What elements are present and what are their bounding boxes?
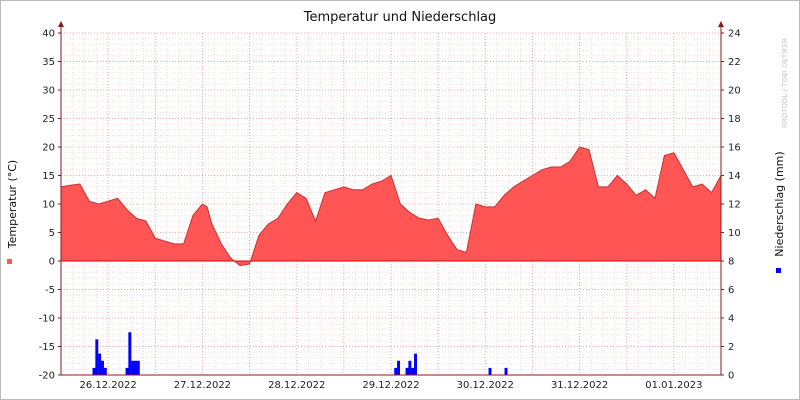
y-axis-right-label: Niederschlag (mm) xyxy=(773,151,786,256)
precip-bar xyxy=(95,339,99,375)
precip-bar xyxy=(408,360,412,375)
legend-precip-marker xyxy=(776,268,781,273)
y-axis-left-label: Temperatur (°C) xyxy=(6,160,19,249)
left-tick-label: 0 xyxy=(49,257,55,268)
right-tick-label: 24 xyxy=(728,29,741,40)
precip-bar xyxy=(128,332,132,375)
right-tick-label: 12 xyxy=(728,200,741,211)
y-axis-left-arrow xyxy=(58,21,64,27)
x-tick-label: 31.12.2022 xyxy=(551,380,608,391)
precip-bar xyxy=(125,367,129,375)
left-tick-label: 40 xyxy=(42,29,55,40)
precip-bar xyxy=(98,353,102,375)
left-tick-label: 25 xyxy=(42,114,55,125)
right-tick-label: 6 xyxy=(728,285,734,296)
left-tick-label: 15 xyxy=(42,171,55,182)
data-marks xyxy=(60,146,722,375)
left-tick-label: -10 xyxy=(39,314,55,325)
temperature-line xyxy=(60,146,722,267)
left-tick-label: 30 xyxy=(42,86,55,97)
chart-title: Temperatur und Niederschlag xyxy=(303,10,497,25)
precip-bar xyxy=(397,360,401,375)
left-tick-label: -5 xyxy=(45,285,55,296)
left-tick-label: 10 xyxy=(42,200,55,211)
y-axis-right-arrow xyxy=(718,21,724,27)
precip-bar xyxy=(92,367,96,375)
right-tick-label: 16 xyxy=(728,143,741,154)
left-tick-label: -20 xyxy=(39,371,55,382)
temperature-area xyxy=(61,147,721,266)
right-tick-label: 0 xyxy=(728,371,734,382)
precip-bar xyxy=(504,367,508,375)
x-tick-label: 27.12.2022 xyxy=(174,380,231,391)
precip-bar xyxy=(131,360,135,375)
right-tick-label: 20 xyxy=(728,86,741,97)
right-tick-label: 10 xyxy=(728,228,741,239)
right-tick-label: 18 xyxy=(728,114,741,125)
left-tick-label: 5 xyxy=(49,228,55,239)
x-tick-label: 30.12.2022 xyxy=(457,380,514,391)
precip-bar xyxy=(103,367,107,375)
precip-bar xyxy=(488,367,492,375)
precip-bar xyxy=(101,360,104,375)
legend-temperature-marker xyxy=(7,259,12,264)
right-tick-label: 4 xyxy=(728,314,734,325)
right-tick-label: 8 xyxy=(728,257,734,268)
right-tick-label: 22 xyxy=(728,57,741,68)
x-tick-label: 29.12.2022 xyxy=(362,380,419,391)
left-tick-label: 20 xyxy=(42,143,55,154)
precip-bar xyxy=(394,367,398,375)
right-tick-label: 14 xyxy=(728,171,741,182)
precip-bar xyxy=(134,360,137,375)
precip-bar xyxy=(414,353,417,375)
precip-bar xyxy=(136,360,140,375)
precip-bar xyxy=(405,367,409,375)
x-tick-label: 28.12.2022 xyxy=(268,380,325,391)
credit-watermark: RRDTOOL / TOBI OETIKER xyxy=(781,38,789,128)
left-tick-label: -15 xyxy=(39,342,55,353)
axes: 4035302520151050-5-10-15-202422201816141… xyxy=(39,21,741,391)
left-tick-label: 35 xyxy=(42,57,55,68)
x-tick-label: 01.01.2023 xyxy=(645,380,702,391)
right-tick-label: 2 xyxy=(728,342,734,353)
x-tick-label: 26.12.2022 xyxy=(80,380,137,391)
precip-bar xyxy=(411,367,415,375)
